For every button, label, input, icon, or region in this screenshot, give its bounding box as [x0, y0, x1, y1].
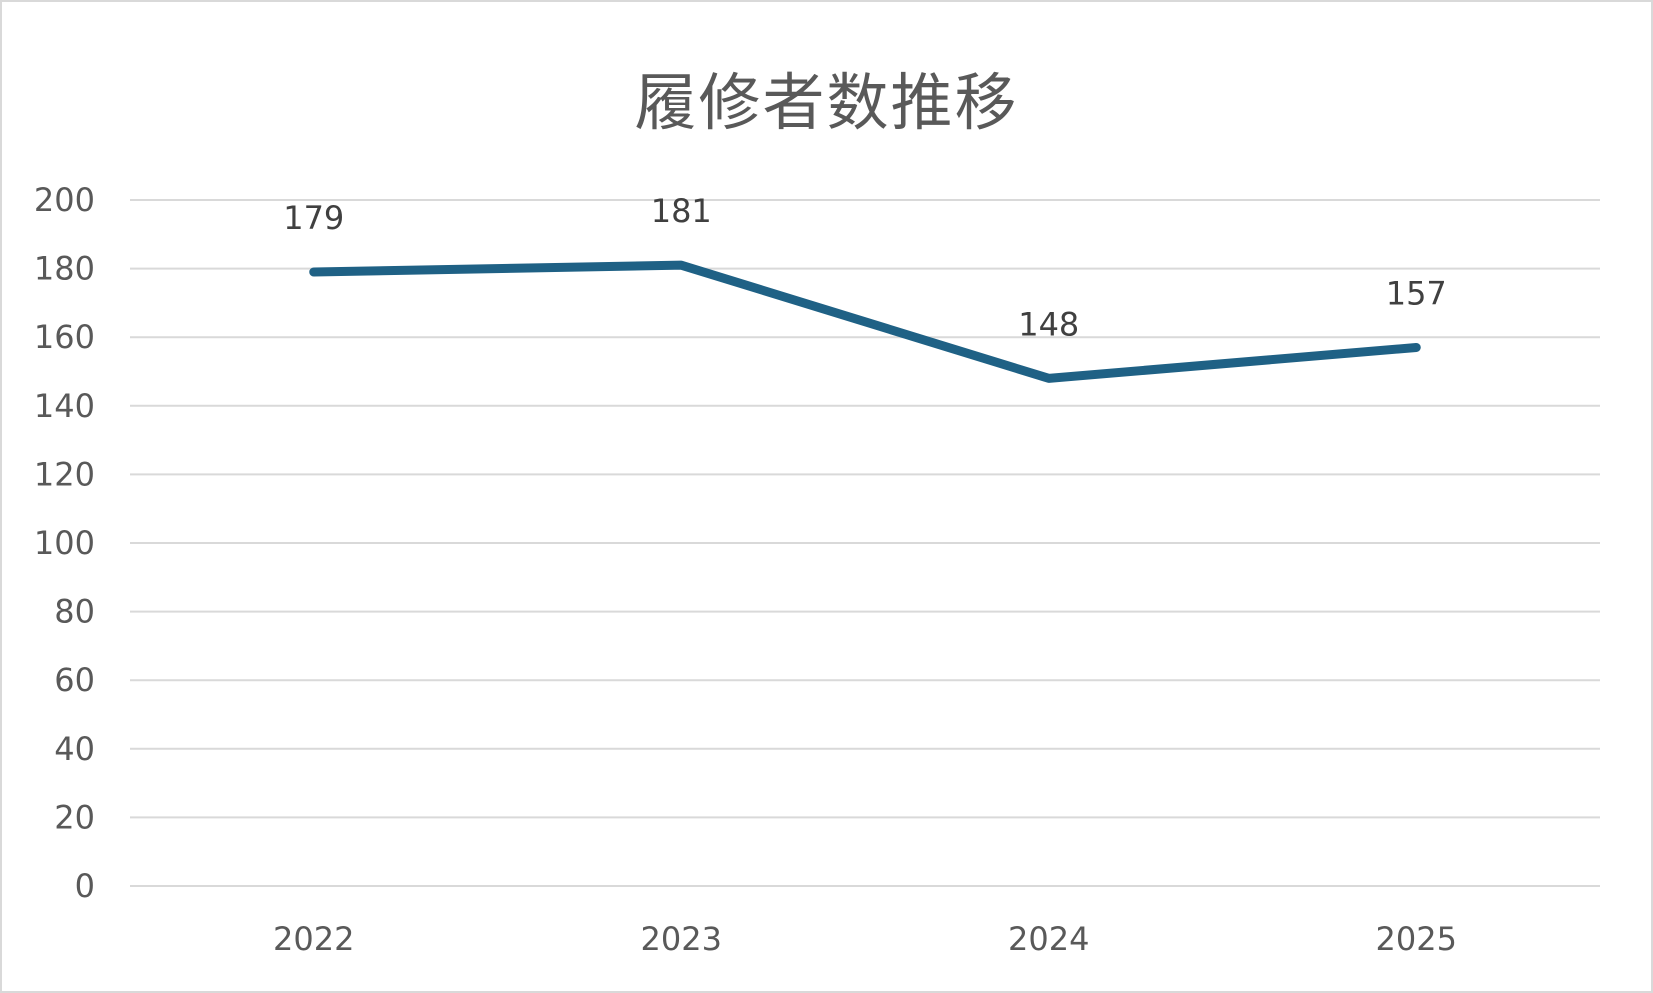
x-tick-label: 2024 [1008, 920, 1089, 958]
x-tick-label: 2025 [1376, 920, 1457, 958]
data-label: 148 [1018, 305, 1079, 343]
data-labels: 179 181 148 157 [283, 192, 1447, 343]
x-axis-ticks: 2022 2023 2024 2025 [273, 920, 1457, 958]
y-tick-label: 160 [34, 318, 95, 356]
y-tick-label: 200 [34, 181, 95, 219]
y-tick-label: 0 [75, 867, 95, 905]
y-tick-label: 20 [54, 798, 95, 836]
data-label: 181 [651, 192, 712, 230]
y-axis-ticks: 0 20 40 60 80 100 120 140 160 180 200 [34, 181, 95, 905]
gridlines [130, 199, 1600, 887]
y-tick-label: 60 [54, 661, 95, 699]
y-tick-label: 80 [54, 593, 95, 631]
series [309, 260, 1421, 383]
x-tick-label: 2023 [641, 920, 722, 958]
series-line [309, 260, 1421, 383]
y-tick-label: 140 [34, 387, 95, 425]
data-label: 179 [283, 199, 344, 237]
y-tick-label: 120 [34, 455, 95, 493]
y-tick-label: 40 [54, 730, 95, 768]
y-tick-label: 100 [34, 524, 95, 562]
chart-title: 履修者数推移 [634, 66, 1019, 139]
y-tick-label: 180 [34, 250, 95, 288]
x-tick-label: 2022 [273, 920, 354, 958]
data-label: 157 [1386, 274, 1447, 312]
